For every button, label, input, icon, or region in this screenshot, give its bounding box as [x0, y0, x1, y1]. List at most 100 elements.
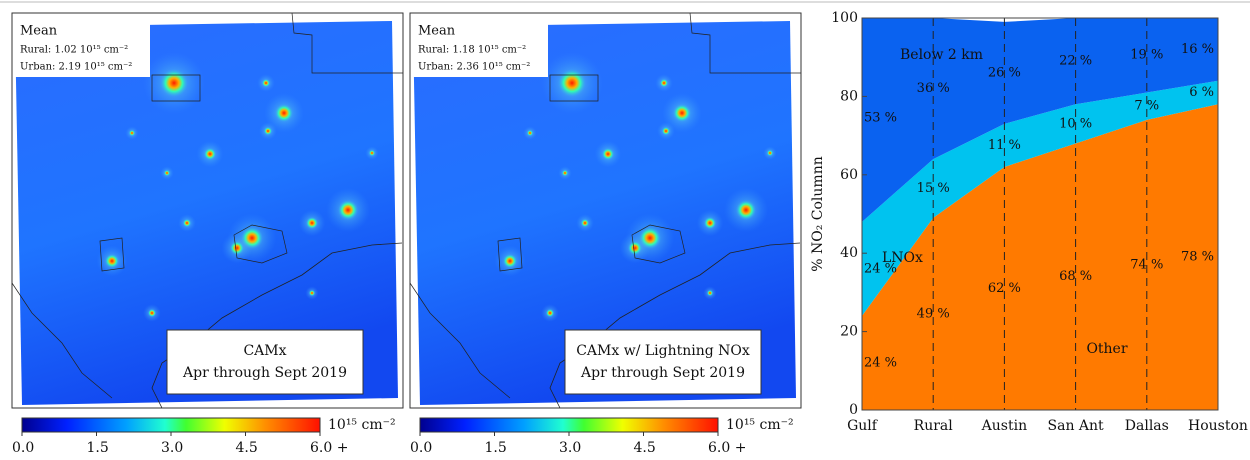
- map-hotspot: [105, 254, 119, 268]
- map-hotspot: [662, 127, 670, 135]
- plot-area: [862, 18, 1218, 410]
- map-hotspot: [262, 79, 270, 87]
- stats-title: Mean: [418, 24, 456, 39]
- map-hotspot: [736, 200, 756, 220]
- map-hotspot: [369, 150, 375, 156]
- colorbar-tick-label: 0.0: [12, 440, 34, 456]
- x-tick-label: San Ant: [1048, 418, 1105, 434]
- series-label: Other: [1086, 341, 1128, 357]
- value-label: 68 %: [1059, 269, 1092, 284]
- value-label: 74 %: [1130, 257, 1163, 272]
- colorbar-tick-label: 4.5: [236, 440, 258, 456]
- map-hotspot: [164, 170, 170, 176]
- map-hotspot: [546, 309, 554, 317]
- title-box: [166, 329, 364, 395]
- stats-title: Mean: [20, 24, 58, 39]
- map-hotspot: [527, 130, 533, 136]
- value-label: 6 %: [1189, 85, 1214, 100]
- map-hotspot: [704, 217, 716, 229]
- y-tick-label: 0: [849, 402, 858, 418]
- border-line: [409, 12, 801, 399]
- map-hotspot: [581, 219, 589, 227]
- coastline: [549, 242, 801, 409]
- map-hotspot: [183, 219, 191, 227]
- colorbar: [419, 417, 719, 433]
- map-hotspot: [204, 148, 216, 160]
- map-hotspot: [660, 79, 668, 87]
- value-label: 78 %: [1181, 250, 1214, 265]
- map-hotspot: [767, 150, 773, 156]
- colorbar-tick-label: 6.0 +: [310, 440, 348, 456]
- colorbar-tick-label: 6.0 +: [708, 440, 746, 456]
- map-hotspot: [160, 69, 188, 97]
- x-tick-label: Houston: [1188, 418, 1248, 434]
- map-hotspot: [628, 241, 642, 255]
- value-label: 49 %: [917, 306, 950, 321]
- value-label: 19 %: [1130, 48, 1163, 63]
- colorbar-unit: 10¹⁵ cm⁻²: [328, 417, 396, 433]
- map-hotspot: [707, 290, 713, 296]
- value-label: 24 %: [864, 261, 897, 276]
- map-period: Apr through Sept 2019: [580, 365, 745, 381]
- y-tick-label: 20: [840, 324, 858, 340]
- title-box: [564, 329, 762, 395]
- colorbar-unit: 10¹⁵ cm⁻²: [726, 417, 794, 433]
- map-hotspot: [230, 241, 244, 255]
- map-title: CAMx: [243, 343, 286, 359]
- stats-box: [412, 15, 548, 77]
- area: [862, 104, 1218, 410]
- y-tick-label: 80: [840, 88, 858, 104]
- rural-mean: Rural: 1.18 10¹⁵ cm⁻²: [418, 45, 526, 56]
- map-panel: Mean Rural: 1.18 10¹⁵ cm⁻² Urban: 2.36 10¹…: [409, 12, 802, 409]
- urban-outline: [497, 74, 686, 272]
- value-label: 53 %: [864, 110, 897, 125]
- colorbar-tick-label: 4.5: [634, 440, 656, 456]
- value-label: 16 %: [1181, 42, 1214, 57]
- x-tick-label: Austin: [981, 418, 1027, 434]
- colorbar-tick-label: 0.0: [410, 440, 432, 456]
- map-hotspot: [503, 254, 517, 268]
- plot-frame: [861, 17, 1219, 411]
- map-hotspot: [264, 127, 272, 135]
- colorbar-tick-label: 1.5: [87, 440, 109, 456]
- map-hotspot: [558, 69, 586, 97]
- colorbar: [21, 417, 321, 433]
- coastline: [151, 242, 403, 409]
- map-hotspot: [129, 130, 135, 136]
- value-label: 7 %: [1134, 99, 1159, 114]
- map-panel: Mean Rural: 1.02 10¹⁵ cm⁻² Urban: 2.19 10¹…: [11, 12, 404, 409]
- map-title: CAMx w/ Lightning NOx: [576, 343, 750, 359]
- x-tick-label: Gulf: [847, 418, 879, 434]
- value-label: 24 %: [864, 355, 897, 370]
- y-tick-label: 40: [840, 245, 858, 261]
- colorbar-tick-label: 3.0: [161, 440, 183, 456]
- map-period: Apr through Sept 2019: [182, 365, 347, 381]
- urban-mean: Urban: 2.19 10¹⁵ cm⁻²: [20, 62, 132, 73]
- map-hotspot: [562, 170, 568, 176]
- stats-box: [14, 15, 150, 77]
- colorbar-tick-label: 3.0: [559, 440, 581, 456]
- map-hotspot: [338, 200, 358, 220]
- map-hotspot: [673, 104, 691, 122]
- area: [862, 18, 1218, 222]
- x-tick-label: Dallas: [1125, 418, 1169, 434]
- rural-mean: Rural: 1.02 10¹⁵ cm⁻²: [20, 45, 128, 56]
- y-axis-label: % NO₂ Columnn: [810, 156, 826, 272]
- value-label: 11 %: [988, 138, 1021, 153]
- map-hotspot: [309, 290, 315, 296]
- urban-outline: [99, 74, 288, 272]
- urban-mean: Urban: 2.36 10¹⁵ cm⁻²: [418, 62, 530, 73]
- area: [862, 80, 1218, 316]
- border-line: [11, 12, 403, 399]
- series-label: LNOx: [882, 250, 923, 266]
- map-hotspot: [148, 309, 156, 317]
- colorbar-tick-label: 1.5: [485, 440, 507, 456]
- map-hotspot: [275, 104, 293, 122]
- value-label: 62 %: [988, 281, 1021, 296]
- x-tick-label: Rural: [914, 418, 954, 434]
- y-tick-label: 60: [840, 167, 858, 183]
- map-hotspot: [306, 217, 318, 229]
- y-tick-label: 100: [831, 10, 858, 26]
